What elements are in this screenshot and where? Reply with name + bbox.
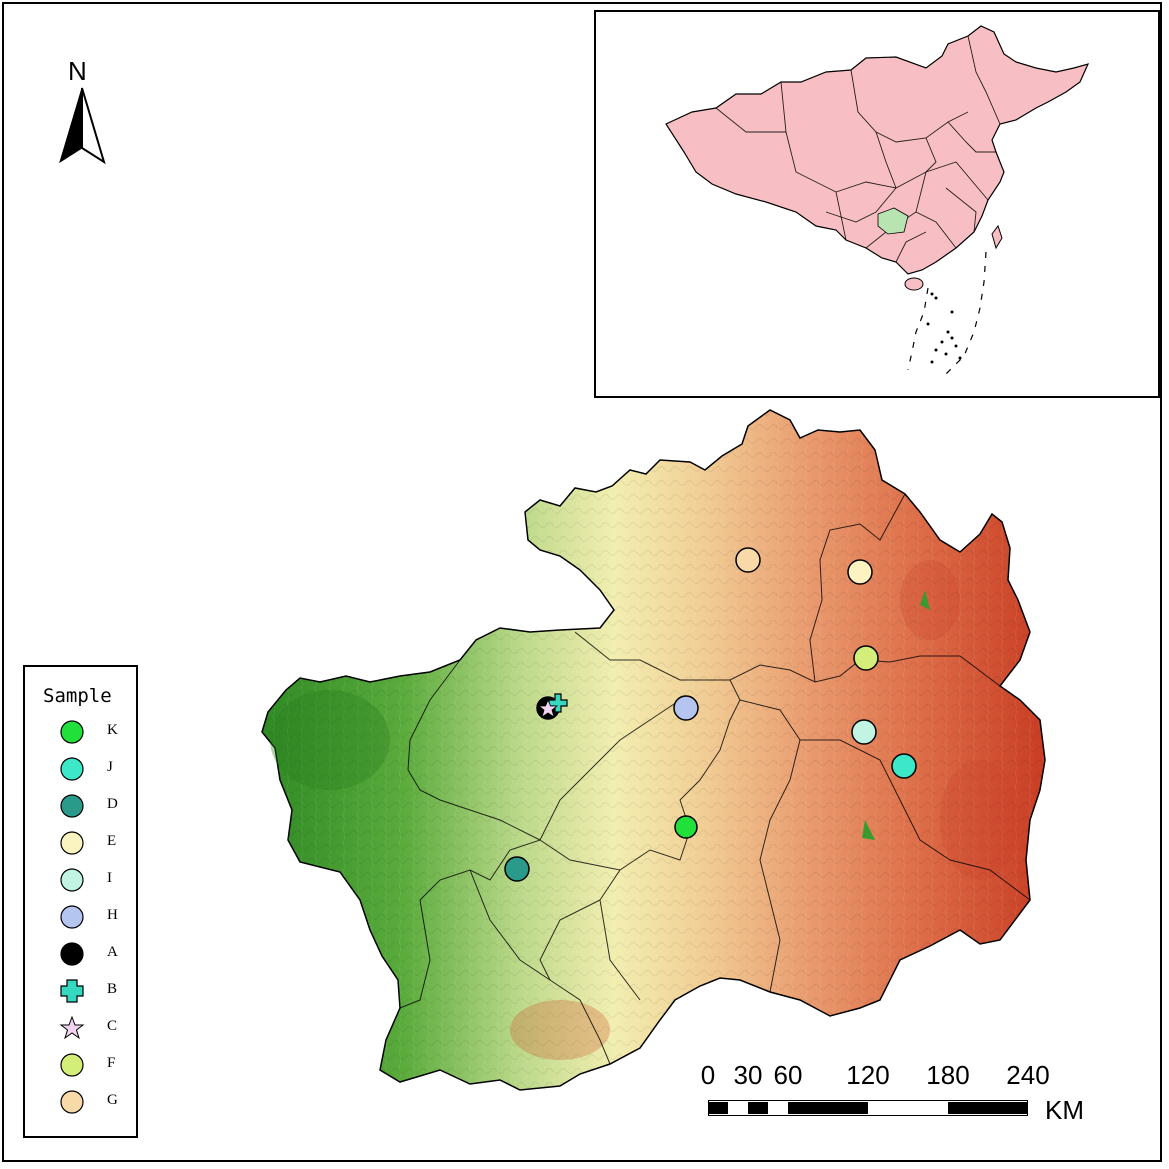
scale-tick-label: 0 xyxy=(700,1060,716,1090)
sample-point-e[interactable] xyxy=(847,559,873,585)
legend-item: K xyxy=(25,717,135,747)
legend-item: D xyxy=(25,791,135,821)
sample-point-i[interactable] xyxy=(851,719,877,745)
legend-label: D xyxy=(107,796,118,812)
north-arrow-label: N xyxy=(68,56,87,86)
scale-tick-label: 120 xyxy=(846,1060,890,1090)
sample-point-k[interactable] xyxy=(674,815,698,839)
legend-symbol-icon xyxy=(60,1090,84,1114)
legend-title: Sample xyxy=(43,685,112,707)
legend-label: B xyxy=(107,981,118,997)
legend-label: C xyxy=(107,1018,118,1034)
legend-item: H xyxy=(25,902,135,932)
legend-label: J xyxy=(107,759,113,775)
legend-label: H xyxy=(107,907,118,923)
legend-symbol-icon xyxy=(60,720,84,744)
legend-symbol-icon xyxy=(60,757,84,781)
china-shape xyxy=(665,25,1090,375)
scale-unit-label: KM xyxy=(1045,1095,1084,1125)
legend-item: G xyxy=(25,1087,135,1117)
legend-symbol-icon xyxy=(60,868,84,892)
legend-symbol-icon xyxy=(60,1053,84,1077)
sample-point-d[interactable] xyxy=(504,856,530,882)
sample-point-f[interactable] xyxy=(853,645,879,671)
scale-tick-label: 30 xyxy=(733,1060,763,1090)
legend-label: K xyxy=(107,722,118,738)
legend-item: C xyxy=(25,1013,135,1043)
sample-point-h[interactable] xyxy=(673,695,699,721)
sample-point-g[interactable] xyxy=(735,547,761,573)
legend-label: E xyxy=(107,833,117,849)
legend-label: I xyxy=(107,870,112,886)
inset-map xyxy=(594,10,1160,398)
legend-item: I xyxy=(25,865,135,895)
legend-label: F xyxy=(107,1055,116,1071)
china-outline-map xyxy=(665,25,1090,375)
north-arrow-icon xyxy=(59,87,106,165)
scale-tick-label: 180 xyxy=(926,1060,970,1090)
legend-item: J xyxy=(25,754,135,784)
legend-item: E xyxy=(25,828,135,858)
scale-bar-track xyxy=(708,1100,1028,1116)
legend-symbol-icon xyxy=(60,905,84,929)
scale-tick-label: 240 xyxy=(1006,1060,1050,1090)
legend-symbol-icon xyxy=(60,831,84,855)
guizhou-highlight xyxy=(877,207,909,235)
legend-item: F xyxy=(25,1050,135,1080)
sample-point-j[interactable] xyxy=(891,753,917,779)
legend: Sample K J D E I H A B C F G xyxy=(23,665,138,1138)
scale-tick-label: 60 xyxy=(773,1060,803,1090)
legend-item: B xyxy=(25,976,135,1006)
legend-label: A xyxy=(107,944,118,960)
legend-item: A xyxy=(25,939,135,969)
legend-symbol-icon xyxy=(60,794,84,818)
legend-symbol-icon xyxy=(59,1015,85,1040)
sample-point-c[interactable] xyxy=(537,698,559,718)
scale-bar: 0 30 60 120 180 240 KM xyxy=(690,1060,1110,1130)
province-shape xyxy=(261,409,1046,1091)
legend-label: G xyxy=(107,1092,118,1108)
legend-symbol-icon xyxy=(60,942,84,966)
legend-symbol-icon xyxy=(60,979,84,1003)
